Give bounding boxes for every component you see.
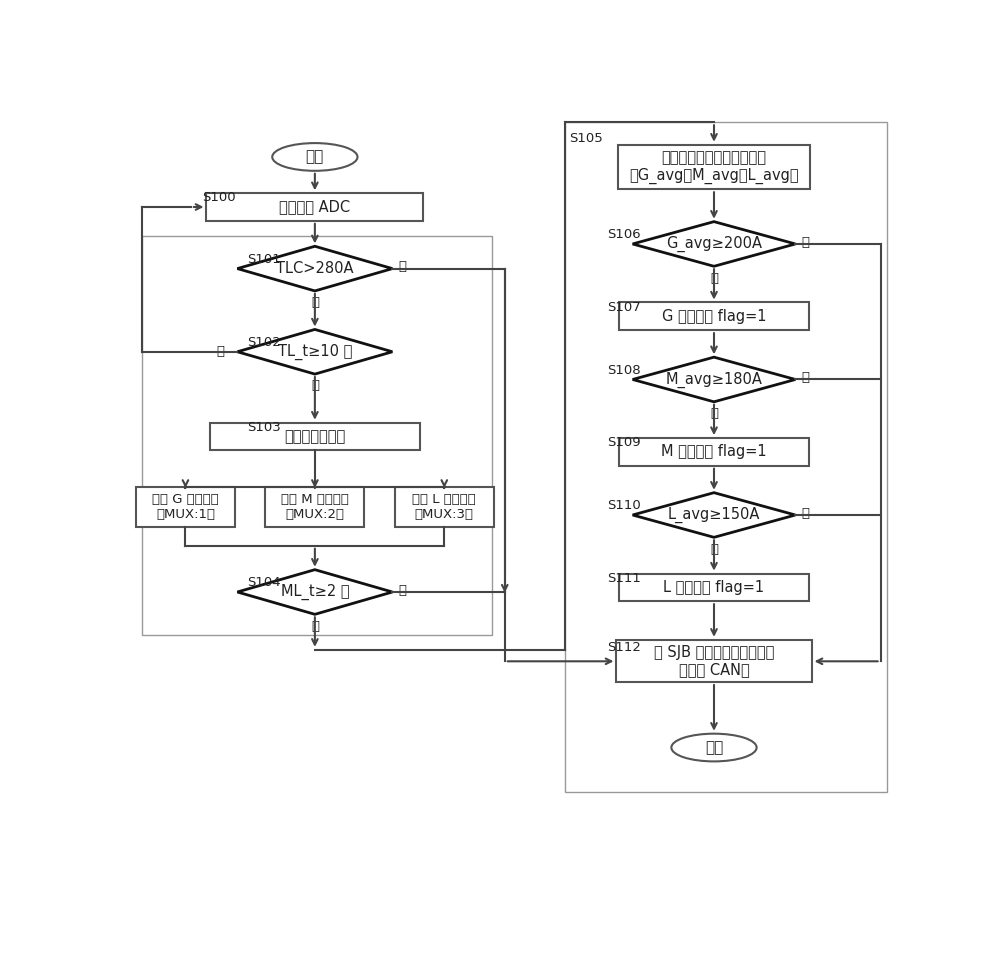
- Bar: [142, 236, 492, 635]
- Text: 向 SJB 传送过电流存储信息
（通过 CAN）: 向 SJB 传送过电流存储信息 （通过 CAN）: [654, 645, 774, 677]
- Text: 否: 否: [399, 584, 407, 597]
- Text: L_avg≥150A: L_avg≥150A: [668, 507, 760, 523]
- Text: 否: 否: [399, 260, 407, 273]
- Text: ML_t≥2 秒: ML_t≥2 秒: [281, 584, 349, 600]
- Text: TL_t≥10 秒: TL_t≥10 秒: [278, 344, 352, 360]
- Ellipse shape: [671, 733, 757, 761]
- Text: 否: 否: [802, 371, 810, 385]
- Text: 计算各模块负载电流平均値
（G_avg，M_avg，L_avg）: 计算各模块负载电流平均値 （G_avg，M_avg，L_avg）: [629, 150, 799, 183]
- Bar: [618, 144, 810, 189]
- Text: M 负载电流 flag=1: M 负载电流 flag=1: [661, 444, 767, 459]
- Text: 提取 G 负载电流
（MUX:1）: 提取 G 负载电流 （MUX:1）: [152, 494, 219, 521]
- Text: 获得电流 ADC: 获得电流 ADC: [279, 200, 350, 215]
- Text: 是: 是: [710, 271, 718, 285]
- Text: TLC>280A: TLC>280A: [276, 261, 354, 276]
- Text: 否: 否: [802, 236, 810, 249]
- Text: 提取 L 负载电流
（MUX:3）: 提取 L 负载电流 （MUX:3）: [412, 494, 476, 521]
- Text: S105: S105: [569, 132, 603, 144]
- Text: 是: 是: [710, 542, 718, 556]
- Text: 否: 否: [802, 507, 810, 520]
- Text: G_avg≥200A: G_avg≥200A: [666, 236, 762, 252]
- Text: 提取 M 负载电流
（MUX:2）: 提取 M 负载电流 （MUX:2）: [281, 494, 349, 521]
- Bar: [206, 193, 423, 221]
- Polygon shape: [237, 329, 392, 374]
- Text: 是: 是: [710, 407, 718, 420]
- Text: 获得各负载电流: 获得各负载电流: [284, 429, 346, 444]
- Text: S108: S108: [607, 364, 641, 376]
- Bar: [265, 487, 364, 527]
- Text: 是: 是: [311, 296, 319, 309]
- Bar: [619, 303, 809, 330]
- Text: S107: S107: [607, 301, 641, 313]
- Text: 是: 是: [311, 620, 319, 633]
- Text: S100: S100: [202, 191, 236, 204]
- Text: S101: S101: [247, 253, 281, 265]
- Text: S104: S104: [247, 576, 281, 589]
- Text: S109: S109: [607, 436, 641, 449]
- Bar: [136, 487, 235, 527]
- Text: G 负载电流 flag=1: G 负载电流 flag=1: [662, 308, 766, 324]
- Text: S111: S111: [607, 572, 641, 584]
- Bar: [619, 574, 809, 602]
- Bar: [565, 122, 887, 793]
- Text: 开始: 开始: [306, 149, 324, 164]
- Polygon shape: [237, 246, 392, 291]
- Text: M_avg≥180A: M_avg≥180A: [666, 371, 762, 388]
- Bar: [210, 423, 420, 451]
- Text: 否: 否: [216, 346, 224, 358]
- Bar: [395, 487, 494, 527]
- Text: S106: S106: [607, 228, 641, 242]
- Text: 结束: 结束: [705, 740, 723, 755]
- Text: S102: S102: [247, 336, 281, 349]
- Polygon shape: [237, 570, 392, 614]
- Text: S103: S103: [247, 421, 281, 434]
- Text: 是: 是: [311, 379, 319, 393]
- Ellipse shape: [272, 143, 358, 171]
- Bar: [616, 640, 812, 683]
- Text: L 负载电流 flag=1: L 负载电流 flag=1: [663, 580, 765, 595]
- Polygon shape: [633, 493, 795, 538]
- Polygon shape: [633, 357, 795, 402]
- Bar: [619, 438, 809, 466]
- Polygon shape: [633, 222, 795, 266]
- Text: S112: S112: [607, 641, 641, 654]
- Text: S110: S110: [607, 499, 641, 512]
